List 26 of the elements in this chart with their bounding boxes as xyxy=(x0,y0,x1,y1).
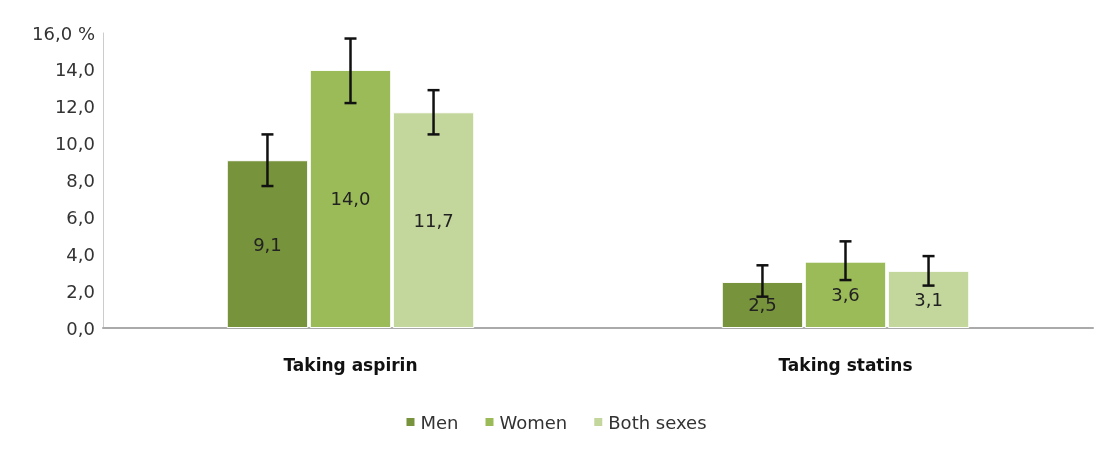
y-tick-label: 2,0 xyxy=(66,280,95,302)
y-tick-label: 0,0 xyxy=(66,317,95,339)
data-label: 3,1 xyxy=(914,288,943,310)
legend-label: Women xyxy=(499,411,568,433)
data-label: 9,1 xyxy=(253,233,282,255)
bar xyxy=(392,112,475,328)
data-label: 2,5 xyxy=(748,294,777,316)
y-tick-label: 12,0 xyxy=(54,96,95,118)
legend-label: Men xyxy=(420,411,459,433)
x-tick-label: Taking statins xyxy=(778,354,913,375)
data-label: 11,7 xyxy=(413,209,454,231)
y-tick-label: 16,0 % xyxy=(32,22,95,44)
y-tick-label: 14,0 xyxy=(54,59,95,81)
y-tick-label: 10,0 xyxy=(54,133,95,155)
bar xyxy=(804,261,887,328)
y-tick-label: 6,0 xyxy=(66,206,95,228)
bar xyxy=(887,270,970,328)
legend-label: Both sexes xyxy=(608,411,707,433)
y-tick-label: 4,0 xyxy=(66,243,95,265)
bar xyxy=(226,160,309,328)
data-label: 3,6 xyxy=(831,284,860,306)
bar xyxy=(721,281,804,328)
x-tick-label: Taking aspirin xyxy=(283,354,418,375)
bar xyxy=(309,69,392,328)
data-label: 14,0 xyxy=(330,188,371,210)
y-tick-label: 8,0 xyxy=(66,170,95,191)
